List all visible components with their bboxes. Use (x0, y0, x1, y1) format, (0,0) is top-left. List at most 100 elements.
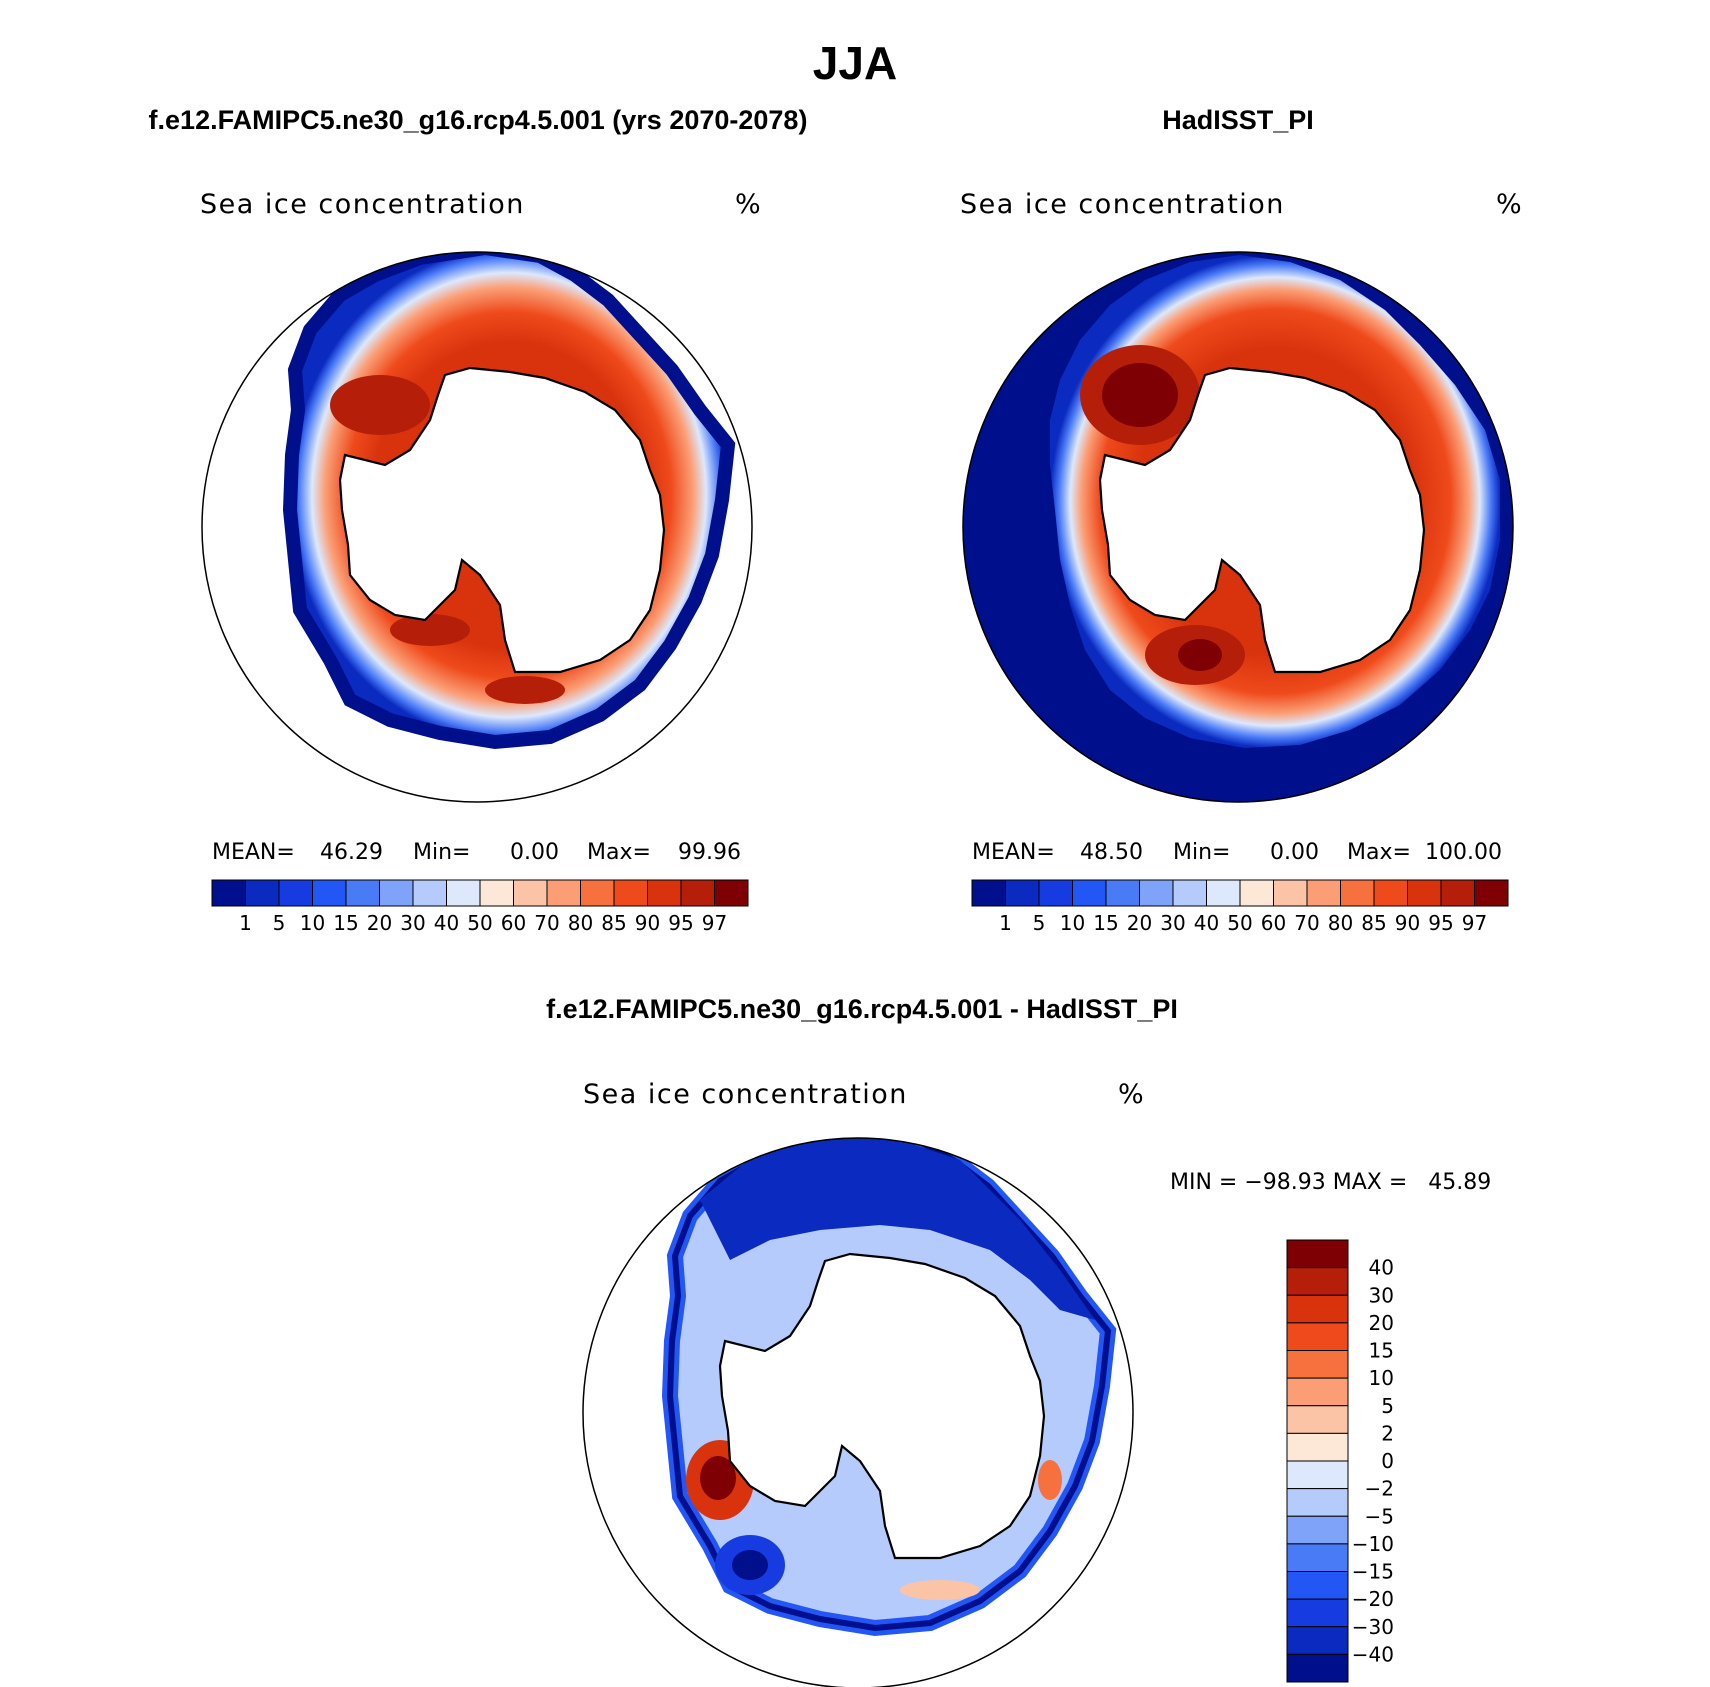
model-colorbar-swatch (379, 879, 414, 907)
obs-colorbar-swatch (1474, 879, 1509, 907)
obs-colorbar-label: 40 (1194, 911, 1219, 935)
obs-colorbar-swatch (1340, 879, 1375, 907)
obs-colorbar-label: 10 (1060, 911, 1085, 935)
model-colorbar-label: 50 (467, 911, 492, 935)
panel-obs-map (963, 252, 1513, 802)
panel-model-map (202, 252, 752, 802)
model-colorbar-swatch (211, 879, 246, 907)
diff-colorbar-swatch (1286, 1239, 1349, 1269)
diff-colorbar-label: 20 (1369, 1311, 1394, 1335)
model-colorbar-label: 80 (568, 911, 593, 935)
panel-model-colorbar: 1 5 10 15 20 30 40 50 60 70 80 85 90 95 97 (211, 879, 749, 935)
diff-colorbar-swatch (1286, 1626, 1349, 1655)
panel-obs: HadISST_PI Sea ice concentration % MEAN=… (960, 105, 1522, 935)
obs-colorbar-swatch (1306, 879, 1341, 907)
diff-colorbar-label: 30 (1369, 1283, 1394, 1307)
model-colorbar-label: 60 (501, 911, 526, 935)
diff-colorbar-swatch (1286, 1322, 1349, 1351)
panel-difference: f.e12.FAMIPC5.ne30_g16.rcp4.5.001 - HadI… (546, 994, 1491, 1687)
model-colorbar-label: 1 (239, 911, 252, 935)
obs-colorbar-swatch (1407, 879, 1442, 907)
model-colorbar-label: 70 (534, 911, 559, 935)
panel-model-variable-label: Sea ice concentration (200, 189, 525, 220)
obs-colorbar-swatch (1038, 879, 1073, 907)
panel-diff-stats: MIN = −98.93 MAX = 45.89 (1170, 1170, 1491, 1195)
diff-colorbar-label: 15 (1369, 1339, 1394, 1363)
model-colorbar-label: 40 (434, 911, 459, 935)
diff-colorbar-label: 5 (1381, 1394, 1394, 1418)
model-colorbar-swatch (513, 879, 548, 907)
diff-colorbar-label: −2 (1365, 1477, 1394, 1501)
obs-colorbar-swatch (1105, 879, 1140, 907)
model-colorbar-label: 5 (273, 911, 286, 935)
obs-colorbar-swatch (1005, 879, 1040, 907)
panel-model: f.e12.FAMIPC5.ne30_g16.rcp4.5.001 (yrs 2… (149, 105, 808, 935)
obs-colorbar-label: 80 (1328, 911, 1353, 935)
obs-colorbar-swatch (1273, 879, 1308, 907)
obs-colorbar-label: 70 (1294, 911, 1319, 935)
model-colorbar-label: 85 (601, 911, 626, 935)
obs-colorbar-swatch (1373, 879, 1408, 907)
obs-colorbar-label: 15 (1093, 911, 1118, 935)
obs-colorbar-label: 85 (1361, 911, 1386, 935)
model-colorbar-swatch (680, 879, 715, 907)
panel-obs-colorbar: 1 5 10 15 20 30 40 50 60 70 80 85 90 95 97 (971, 879, 1509, 935)
diff-colorbar-swatch (1286, 1460, 1349, 1490)
diff-colorbar-label: −40 (1352, 1642, 1394, 1666)
model-colorbar-label: 15 (333, 911, 358, 935)
obs-colorbar-swatch (1239, 879, 1274, 907)
figure-title: JJA (813, 37, 897, 89)
panel-diff-map-border (582, 1137, 1134, 1687)
diff-colorbar-swatch (1286, 1653, 1349, 1683)
diff-colorbar-swatch (1286, 1405, 1349, 1434)
panel-diff-case-title: f.e12.FAMIPC5.ne30_g16.rcp4.5.001 - HadI… (546, 994, 1178, 1024)
model-colorbar-swatch (312, 879, 347, 907)
obs-colorbar-label: 50 (1227, 911, 1252, 935)
obs-colorbar-swatch (971, 879, 1006, 907)
obs-colorbar-label: 1 (999, 911, 1012, 935)
panel-obs-units-label: % (1496, 189, 1522, 220)
model-colorbar-label: 90 (635, 911, 660, 935)
obs-colorbar-swatch (1072, 879, 1107, 907)
model-colorbar-swatch (245, 879, 280, 907)
model-colorbar-swatch (647, 879, 682, 907)
panel-diff-units-label: % (1118, 1079, 1144, 1110)
diff-colorbar-label: −5 (1365, 1504, 1394, 1528)
diff-colorbar-label: 40 (1369, 1256, 1394, 1280)
model-colorbar-swatch (546, 879, 581, 907)
diff-colorbar-label: −10 (1352, 1532, 1394, 1556)
diff-colorbar-swatch (1286, 1350, 1349, 1379)
panel-model-units-label: % (735, 189, 761, 220)
diff-colorbar-label: −30 (1352, 1615, 1394, 1639)
diff-colorbar-label: −15 (1352, 1560, 1394, 1584)
obs-colorbar-label: 30 (1160, 911, 1185, 935)
diff-colorbar-label: 10 (1369, 1366, 1394, 1390)
model-colorbar-swatch (345, 879, 380, 907)
diff-colorbar-swatch (1286, 1294, 1349, 1324)
model-colorbar-swatch (446, 879, 481, 907)
model-colorbar-label: 30 (400, 911, 425, 935)
diff-colorbar-swatch (1286, 1598, 1349, 1628)
obs-colorbar-swatch (1172, 879, 1207, 907)
panel-obs-map-border (962, 251, 1514, 803)
obs-colorbar-label: 95 (1428, 911, 1453, 935)
diff-colorbar-swatch (1286, 1432, 1349, 1462)
obs-colorbar-label: 97 (1462, 911, 1487, 935)
obs-colorbar-swatch (1206, 879, 1241, 907)
obs-colorbar-label: 5 (1033, 911, 1046, 935)
diff-colorbar-swatch (1286, 1267, 1349, 1296)
obs-colorbar-label: 20 (1127, 911, 1152, 935)
panel-diff-variable-label: Sea ice concentration (583, 1079, 908, 1110)
obs-antarctica (1098, 366, 1426, 674)
model-colorbar-label: 10 (300, 911, 325, 935)
panel-obs-stats: MEAN= 48.50 Min= 0.00 Max= 100.00 (972, 840, 1502, 865)
diff-colorbar-label: −20 (1352, 1587, 1394, 1611)
diff-colorbar-swatch (1286, 1571, 1349, 1600)
model-colorbar-swatch (580, 879, 615, 907)
model-antarctica (338, 366, 666, 674)
panel-model-case-title: f.e12.FAMIPC5.ne30_g16.rcp4.5.001 (yrs 2… (149, 105, 808, 135)
obs-colorbar-swatch (1139, 879, 1174, 907)
obs-colorbar-label: 60 (1261, 911, 1286, 935)
diff-colorbar-swatch (1286, 1543, 1349, 1572)
